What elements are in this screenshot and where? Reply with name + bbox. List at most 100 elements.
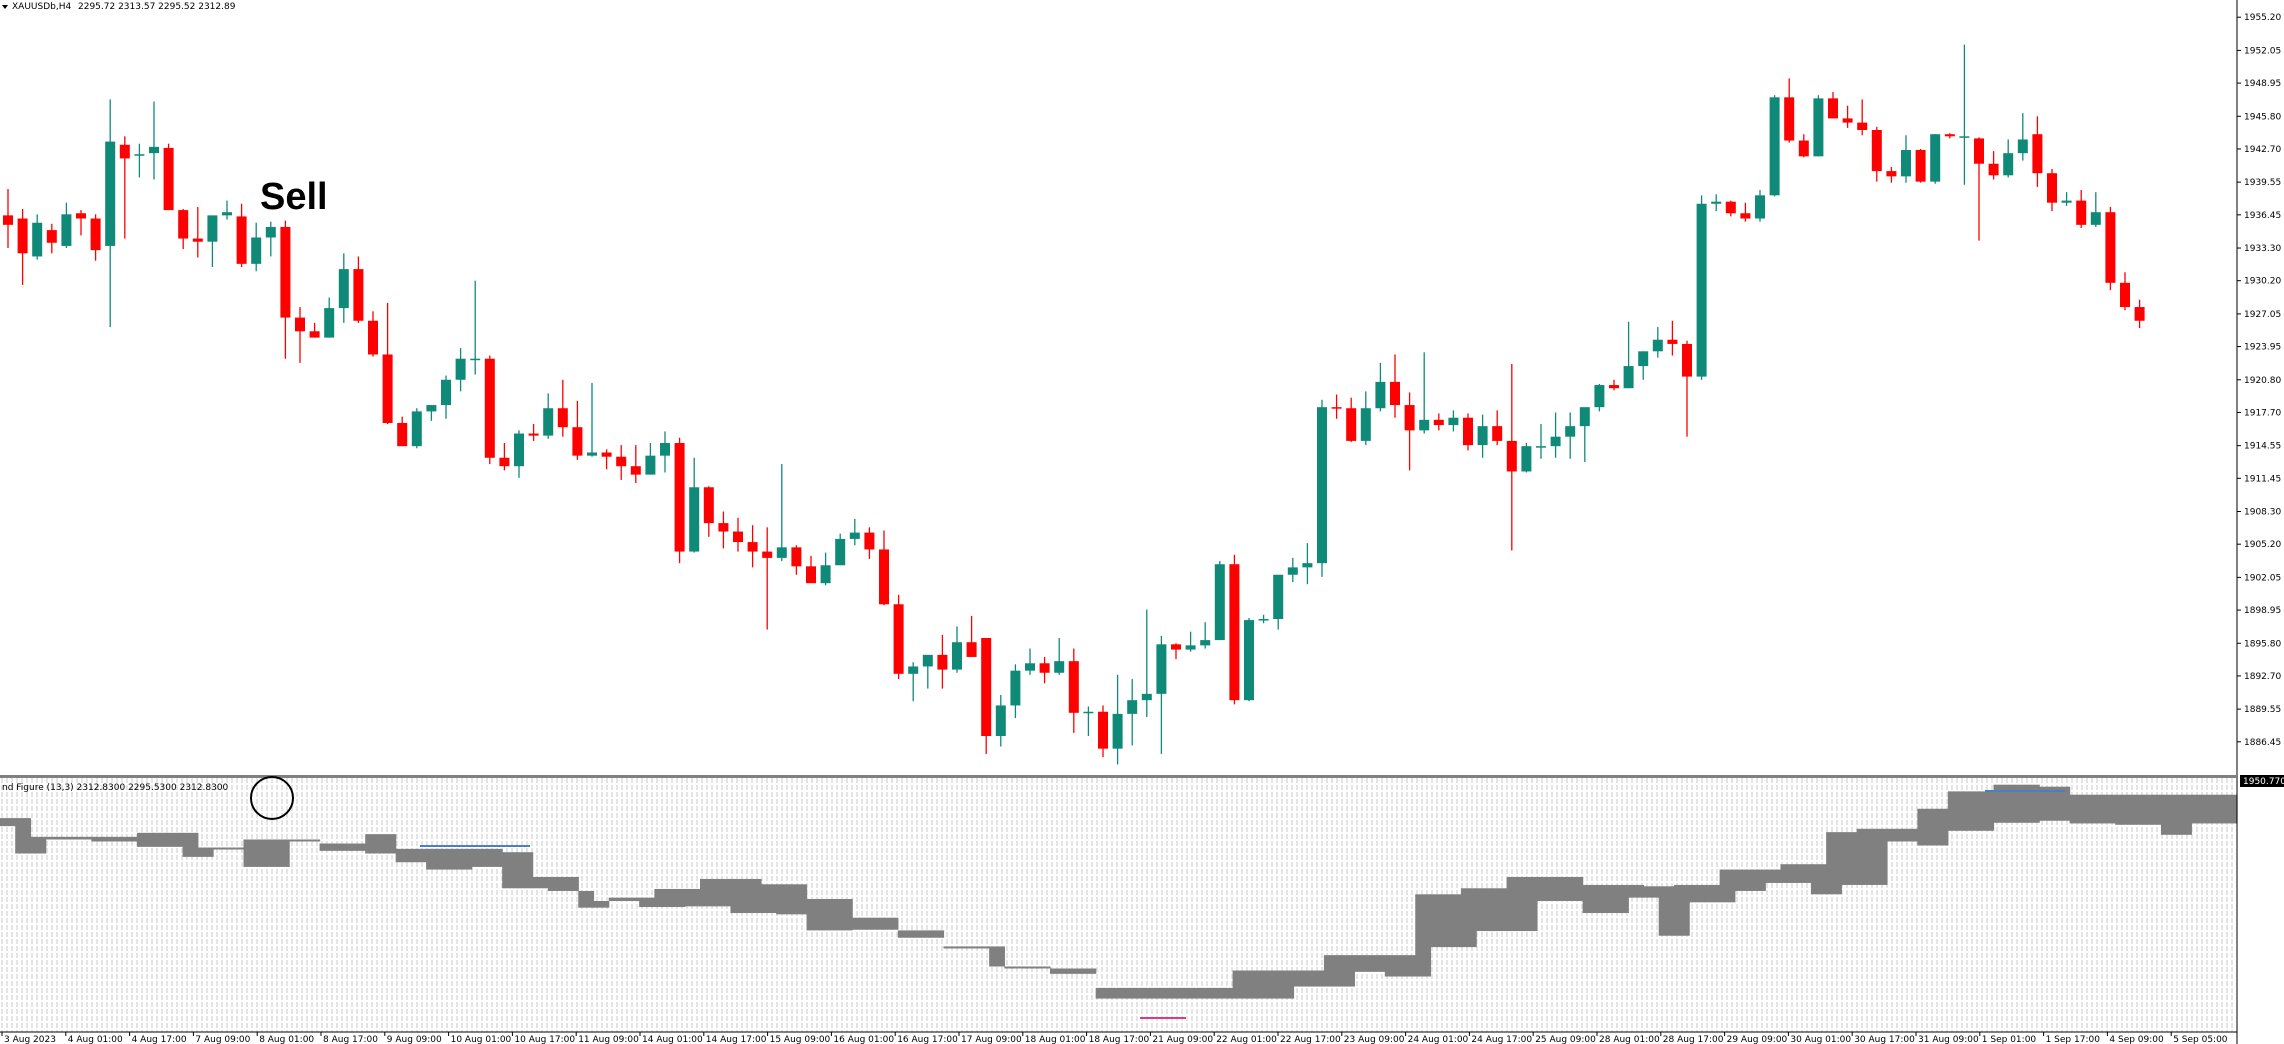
candle-bear (1842, 118, 1853, 123)
candle-bull (1083, 711, 1094, 714)
indicator-band-segment (1430, 894, 1447, 948)
candle-bear (747, 542, 758, 552)
candle-bull (1054, 661, 1065, 673)
candle-bear (499, 457, 510, 467)
time-tick-label: 28 Aug 01:00 (1599, 1035, 1660, 1044)
indicator-band-segment (426, 848, 442, 870)
indicator-band-segment (1856, 828, 1873, 885)
candle-bull (1360, 408, 1371, 441)
price-tick-label: 1923.95 (2244, 343, 2281, 353)
indicator-band-segment (821, 898, 838, 931)
candle-bear (1609, 385, 1619, 389)
indicator-band-segment (243, 839, 260, 867)
candle-bear (1229, 564, 1240, 701)
indicator-band-segment (1034, 966, 1051, 969)
price-tick-label: 1886.45 (2244, 738, 2281, 748)
candle-bull (1302, 563, 1313, 568)
indicator-band-segment (0, 818, 16, 827)
indicator-band-segment (273, 839, 290, 867)
candle-bull (1112, 713, 1123, 749)
indicator-band-segment (1917, 808, 1934, 846)
time-tick-label: 1 Sep 01:00 (1982, 1035, 2037, 1044)
candle-bear (1886, 171, 1897, 177)
indicator-band-segment (1323, 955, 1340, 987)
candle-bear (937, 654, 948, 670)
candle-bull (105, 141, 116, 246)
indicator-band-segment (365, 834, 382, 854)
indicator-band-segment (684, 888, 701, 907)
candle-bull (922, 654, 933, 667)
candles (3, 44, 2145, 765)
candle-bull (2061, 200, 2072, 203)
time-tick-label: 15 Aug 09:00 (770, 1035, 831, 1044)
indicator-band-segment (806, 898, 823, 931)
candle-bull (1638, 351, 1649, 367)
candle-bull (1565, 426, 1576, 437)
candle-bull (1419, 419, 1430, 431)
indicator-band-segment (1004, 966, 1021, 969)
candle-bear (484, 358, 495, 458)
indicator-band-segment (913, 930, 929, 938)
candle-bull (1711, 201, 1722, 204)
candle-bear (2047, 173, 2057, 203)
price-tick-label: 1902.05 (2244, 573, 2281, 583)
time-tick-label: 5 Sep 05:00 (2173, 1035, 2228, 1044)
candle-bear (1068, 661, 1079, 713)
time-tick-label: 4 Aug 01:00 (68, 1035, 123, 1044)
indicator-band-segment (608, 897, 625, 901)
indicator-band-segment (1810, 864, 1827, 895)
time-tick-label: 22 Aug 01:00 (1216, 1035, 1277, 1044)
indicator-band-segment (319, 843, 336, 851)
indicator-band-segment (2160, 794, 2177, 835)
candle-bull (1273, 574, 1284, 620)
indicator-band-segment (623, 897, 640, 901)
indicator-band-segment (2054, 786, 2071, 821)
candle-bull (1579, 407, 1590, 427)
indicator-band-segment (1673, 884, 1690, 936)
indicator-band-segment (1247, 970, 1264, 999)
indicator-band-segment (1689, 884, 1705, 903)
candle-bear (2076, 200, 2087, 225)
time-tick-label: 4 Aug 17:00 (132, 1035, 187, 1044)
price-tick-label: 1908.30 (2244, 508, 2281, 518)
candle-bear (3, 215, 13, 225)
candle-bear (368, 320, 378, 355)
candle-bear (1331, 407, 1342, 409)
candle-bull (1025, 663, 1035, 671)
candle-bear (1039, 663, 1050, 673)
candle-bear (1346, 408, 1357, 441)
indicator-band-segment (45, 836, 62, 840)
indicator-band-segment (1095, 987, 1112, 999)
indicator-band-segment (1704, 884, 1721, 903)
candle-bull (1200, 640, 1211, 646)
indicator-band-segment (989, 946, 1005, 967)
candle-bull (645, 455, 656, 475)
candle-bear (46, 230, 57, 243)
indicator-band-segment (1019, 966, 1036, 969)
candle-bear (791, 547, 802, 567)
candle-bear (2032, 134, 2043, 174)
pane-separator[interactable] (0, 775, 2237, 778)
candle-bear (280, 226, 291, 318)
indicator-band-segment (1080, 968, 1097, 974)
indicator-band-segment (1628, 884, 1645, 898)
candle-bear (1725, 201, 1736, 214)
candle-bull (251, 237, 262, 264)
indicator-band-segment (60, 836, 77, 840)
indicator-band-segment (1567, 876, 1584, 901)
candle-bull (849, 532, 860, 539)
indicator-band-segment (167, 832, 184, 847)
candle-bear (1974, 138, 1984, 164)
candle-bull (1010, 670, 1021, 706)
indicator-band-segment (1886, 828, 1903, 842)
candle-bear (397, 422, 408, 447)
indicator-scale-label: 1950.770 (2243, 777, 2284, 787)
indicator-band-segment (289, 839, 305, 842)
indicator-band-segment (669, 888, 686, 908)
candle-bull (455, 358, 466, 380)
dropdown-triangle-icon[interactable] (2, 5, 8, 9)
time-tick-label: 24 Aug 01:00 (1408, 1035, 1469, 1044)
indicator-band-segment (1445, 894, 1462, 948)
